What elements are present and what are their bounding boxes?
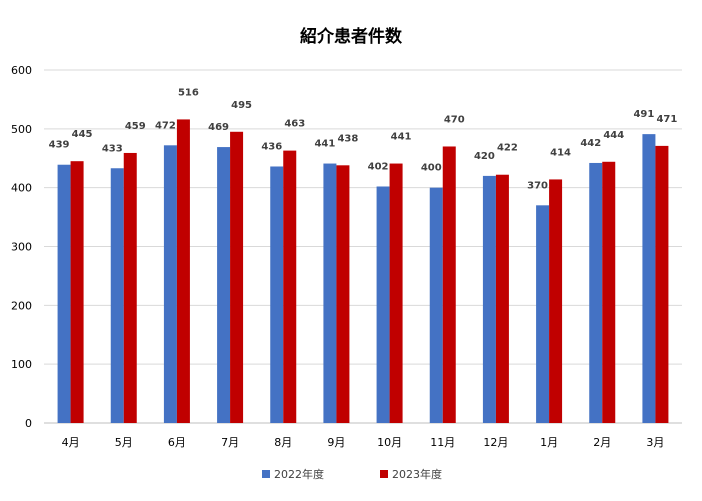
data-label: 414 [550,147,571,158]
bar-series2 [336,165,349,423]
x-tick-label: 8月 [274,436,292,449]
bar-series1 [589,163,602,423]
bar-series1 [483,176,496,423]
bar-series1 [430,188,443,423]
bar-series2 [655,146,668,423]
x-tick-label: 9月 [327,436,345,449]
x-axis: 4月 5月 6月 7月 8月 9月 10月 11月 12月 1月 2月 3月 [62,436,665,449]
bar-series2 [549,179,562,423]
data-label: 469 [208,122,229,133]
data-label: 400 [421,163,442,174]
data-label: 495 [231,100,252,111]
y-tick-label: 0 [25,417,32,430]
data-label: 472 [155,120,176,131]
data-label: 471 [656,114,677,125]
y-tick-label: 300 [11,241,32,254]
bar-series2 [602,162,615,423]
y-tick-label: 500 [11,123,32,136]
bar-series1 [642,134,655,423]
data-label: 459 [125,121,146,132]
bar-series2 [496,175,509,423]
bar-series2 [230,132,243,423]
legend-label: 2023年度 [392,467,442,481]
bar-series1 [58,165,71,423]
data-label: 491 [633,109,654,120]
bar-series1 [323,164,336,423]
data-label: 402 [368,161,389,172]
x-tick-label: 1月 [540,436,558,449]
data-label: 442 [580,138,601,149]
data-label: 516 [178,87,199,98]
x-tick-label: 2月 [593,436,611,449]
bar-series1 [270,166,283,423]
x-tick-label: 3月 [646,436,664,449]
bar-series1 [536,205,549,423]
bar-series2 [443,146,456,423]
x-tick-label: 10月 [377,436,402,449]
data-label: 445 [72,129,93,140]
data-label: 370 [527,180,548,191]
data-label: 436 [261,141,282,152]
x-tick-label: 6月 [168,436,186,449]
data-label: 441 [391,132,412,143]
data-label: 444 [603,130,624,141]
legend-label: 2022年度 [274,467,324,481]
data-label: 441 [314,139,335,150]
legend-swatch [380,470,388,478]
data-label: 433 [102,143,123,154]
data-label: 438 [337,133,358,144]
bar-series2 [71,161,84,423]
x-tick-label: 7月 [221,436,239,449]
bar-series1 [111,168,124,423]
data-label: 420 [474,151,495,162]
x-tick-label: 5月 [115,436,133,449]
chart-title: 紹介患者件数 [300,26,403,47]
y-tick-label: 400 [11,182,32,195]
data-label: 422 [497,143,518,154]
legend-swatch [262,470,270,478]
data-label: 463 [284,119,305,130]
bars [58,119,669,423]
y-tick-label: 100 [11,358,32,371]
legend: 2022年度 2023年度 [262,467,442,481]
x-tick-label: 12月 [483,436,508,449]
bar-series2 [177,119,190,423]
y-axis: 0 100 200 300 400 500 600 [11,64,32,430]
bar-series1 [217,147,230,423]
bar-series2 [390,164,403,423]
bar-series2 [283,151,296,423]
y-tick-label: 200 [11,299,32,312]
x-tick-label: 4月 [62,436,80,449]
bar-series2 [124,153,137,423]
y-tick-label: 600 [11,64,32,77]
bar-series1 [164,145,177,423]
bar-series1 [377,186,390,423]
data-label: 470 [444,114,465,125]
x-tick-label: 11月 [430,436,455,449]
data-label: 439 [49,140,70,151]
